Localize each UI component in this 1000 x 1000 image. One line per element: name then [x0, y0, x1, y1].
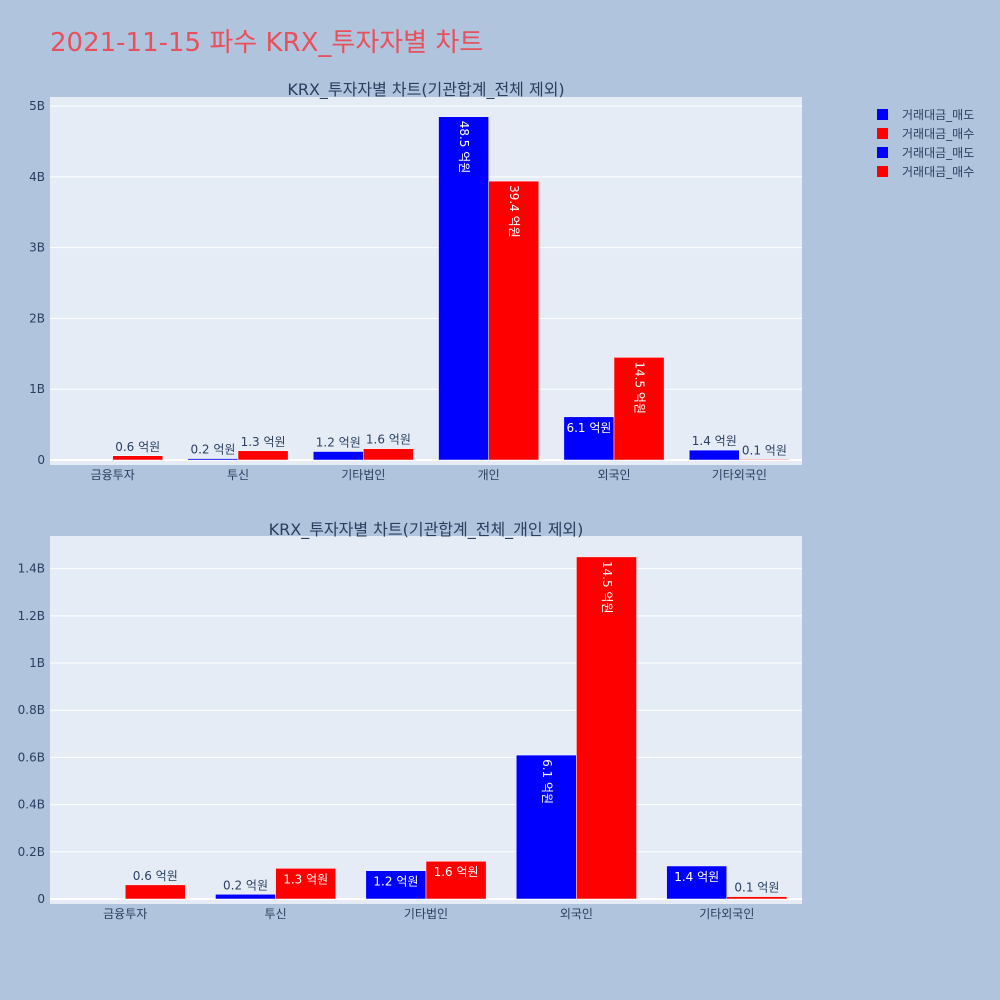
data-label: 1.4 억원	[674, 870, 719, 884]
legend-label[interactable]: 거래대금_매도	[902, 146, 974, 160]
y-tick-label: 2B	[29, 311, 45, 325]
data-label: 39.4 억원	[507, 185, 521, 238]
x-tick-label: 기타외국인	[699, 907, 754, 921]
bar-기타외국인-거래대금-매수[interactable]	[726, 896, 788, 900]
bar-기타외국인-거래대금-매도[interactable]	[688, 449, 740, 461]
subplot-title: KRX_투자자별 차트(기관합계_전체 제외)	[287, 80, 564, 100]
bar-외국인-거래대금-매도[interactable]	[515, 754, 577, 900]
data-label: 1.3 억원	[241, 435, 286, 449]
y-tick-label: 0	[37, 453, 45, 467]
x-tick-label: 외국인	[597, 468, 630, 482]
x-tick-label: 기타법인	[341, 468, 385, 482]
y-tick-label: 0.2B	[18, 845, 45, 859]
legend-swatch[interactable]	[877, 166, 888, 177]
y-tick-label: 0.8B	[18, 703, 45, 717]
data-label: 1.6 억원	[434, 865, 479, 879]
y-tick-label: 0.4B	[18, 798, 45, 812]
data-label: 1.6 억원	[366, 433, 411, 447]
bar-투신-거래대금-매수[interactable]	[275, 868, 337, 900]
legend-label[interactable]: 거래대금_매도	[902, 108, 974, 122]
y-tick-label: 1B	[29, 656, 45, 670]
legend-label[interactable]: 거래대금_매수	[902, 127, 974, 141]
legend-swatch[interactable]	[877, 147, 888, 158]
bar-외국인-거래대금-매수[interactable]	[576, 556, 637, 900]
page-title: 2021-11-15 파수 KRX_투자자별 차트	[50, 28, 484, 58]
x-tick-label: 개인	[478, 468, 500, 482]
bar-기타법인-거래대금-매도[interactable]	[365, 870, 427, 900]
data-label: 0.2 억원	[223, 878, 268, 892]
bar-금융투자-거래대금-매수[interactable]	[112, 455, 164, 461]
legend-swatch[interactable]	[877, 128, 888, 139]
plot-area	[50, 536, 802, 904]
data-label: 6.1 억원	[540, 759, 554, 804]
bar-개인-거래대금-매수[interactable]	[488, 180, 540, 461]
bar-기타외국인-거래대금-매도[interactable]	[666, 865, 728, 900]
y-tick-label: 5B	[29, 99, 45, 113]
x-tick-label: 투신	[227, 468, 249, 482]
y-tick-label: 0.6B	[18, 750, 45, 764]
bar-기타외국인-거래대금-매수[interactable]	[739, 459, 790, 461]
data-label: 1.3 억원	[283, 872, 328, 886]
data-label: 0.2 억원	[190, 443, 235, 457]
y-tick-label: 1.4B	[18, 562, 45, 576]
data-label: 0.1 억원	[734, 881, 779, 895]
subplot-title: KRX_투자자별 차트(기관합계_전체_개인 제외)	[269, 520, 584, 540]
y-tick-label: 1.2B	[18, 609, 45, 623]
legend-swatch[interactable]	[877, 109, 888, 120]
bar-투신-거래대금-매도[interactable]	[187, 458, 239, 461]
bar-기타법인-거래대금-매수[interactable]	[425, 860, 487, 900]
data-label: 14.5 억원	[600, 561, 614, 614]
x-tick-label: 기타외국인	[712, 468, 767, 482]
bar-금융투자-거래대금-매수[interactable]	[124, 884, 186, 900]
data-label: 14.5 억원	[633, 361, 647, 414]
x-tick-label: 투신	[265, 907, 287, 921]
bar-외국인-거래대금-매수[interactable]	[613, 357, 665, 461]
data-label: 0.6 억원	[115, 440, 160, 454]
subplot-2: 0 0.2B 0.4B 0.6B 0.8B 1B 1.2B 1.4B KRX_투자자별 차트(기…	[18, 520, 802, 921]
data-label: 6.1 억원	[566, 421, 611, 435]
bar-기타법인-거래대금-매수[interactable]	[363, 448, 414, 461]
data-label: 0.6 억원	[133, 869, 178, 883]
plot-area	[50, 97, 802, 465]
y-tick-label: 4B	[29, 170, 45, 184]
x-tick-label: 외국인	[560, 907, 593, 921]
bar-투신-거래대금-매도[interactable]	[215, 894, 276, 900]
x-tick-label: 기타법인	[404, 907, 448, 921]
data-label: 1.4 억원	[692, 434, 737, 448]
data-label: 0.1 억원	[742, 443, 787, 457]
bar-투신-거래대금-매수[interactable]	[237, 450, 289, 461]
y-tick-label: 3B	[29, 241, 45, 255]
data-label: 1.2 억원	[373, 875, 418, 889]
bar-외국인-거래대금-매도[interactable]	[563, 416, 615, 461]
subplot-1: 0 1B 2B 3B 4B 5B KRX_투자자별 차트(기관합계_전체 제외) 금융투자 0.…	[29, 80, 802, 482]
y-tick-label: 0	[37, 892, 45, 906]
x-tick-label: 금융투자	[103, 907, 147, 921]
x-tick-label: 금융투자	[91, 468, 135, 482]
y-tick-label: 1B	[29, 382, 45, 396]
data-label: 48.5 억원	[457, 121, 471, 174]
data-label: 1.2 억원	[316, 436, 361, 450]
legend-label[interactable]: 거래대금_매수	[902, 165, 974, 179]
bar-기타법인-거래대금-매도[interactable]	[312, 451, 364, 461]
